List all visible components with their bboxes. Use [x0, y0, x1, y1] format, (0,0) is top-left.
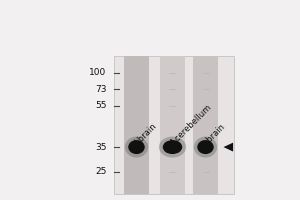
Text: 25: 25 [95, 167, 106, 176]
Bar [114, 56, 234, 194]
Ellipse shape [125, 137, 148, 158]
Text: 73: 73 [95, 85, 106, 94]
Bar [124, 56, 149, 194]
Ellipse shape [159, 137, 186, 158]
Ellipse shape [128, 140, 145, 154]
Ellipse shape [194, 137, 217, 158]
Text: R.brain: R.brain [199, 121, 227, 149]
Bar [193, 56, 218, 194]
Text: 100: 100 [89, 68, 106, 77]
Text: H.brain: H.brain [130, 121, 158, 149]
Text: M.cerebellum: M.cerebellum [166, 102, 213, 149]
Ellipse shape [163, 140, 182, 154]
Ellipse shape [197, 140, 214, 154]
Text: 35: 35 [95, 143, 106, 152]
Text: 55: 55 [95, 101, 106, 110]
Bar [160, 56, 185, 194]
Polygon shape [224, 143, 233, 152]
